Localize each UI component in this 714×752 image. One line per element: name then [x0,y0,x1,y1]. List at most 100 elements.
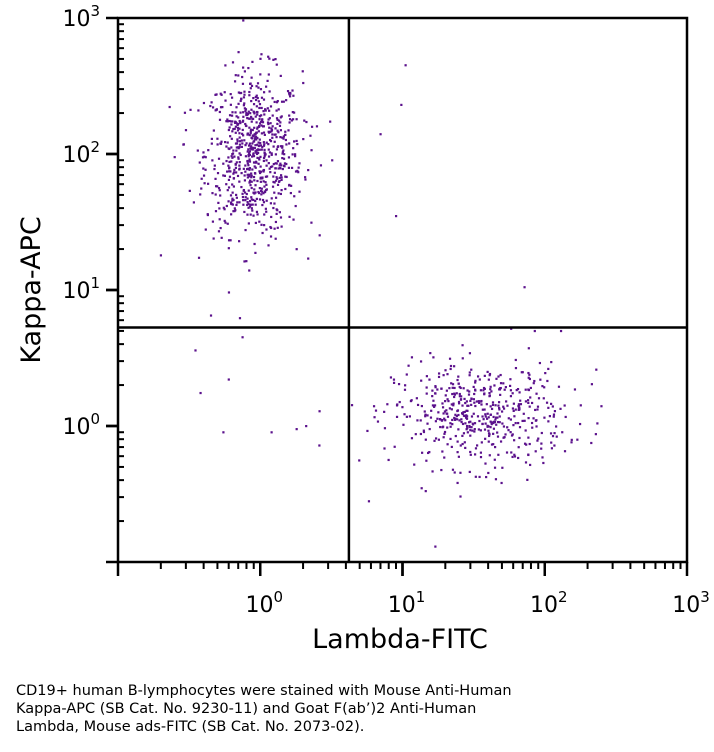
data-point [505,451,509,454]
data-point [293,140,296,143]
data-point [282,135,286,138]
data-point [268,90,271,93]
data-point [474,475,477,478]
data-point [252,140,255,143]
data-point [210,101,213,104]
data-point [550,360,553,364]
data-point [517,421,520,425]
data-point [227,178,231,181]
data-point [256,126,259,129]
data-point [240,171,243,175]
data-point [267,162,270,165]
data-point [513,415,516,418]
data-point [252,146,255,149]
data-point [532,382,535,385]
data-point [471,429,474,432]
data-point [579,404,582,407]
data-point [527,371,530,375]
data-point [483,387,486,391]
data-point [254,98,258,102]
data-point [451,383,455,386]
data-point [253,133,256,136]
data-point [473,428,476,431]
data-point [448,407,451,410]
data-point [530,421,534,425]
data-point [463,441,466,444]
data-point [489,426,492,429]
data-point [421,451,424,454]
data-point [453,395,456,399]
data-point [262,98,266,101]
data-point [405,415,408,418]
data-point [241,195,245,199]
data-point [489,405,492,408]
data-point [461,442,464,446]
data-point [387,458,390,462]
data-point [440,468,443,472]
data-point [272,162,275,166]
plot-frame [116,16,689,564]
data-point [280,189,283,192]
data-point [465,414,468,417]
data-point [533,329,536,333]
data-point [257,125,261,128]
data-point [367,500,371,503]
data-point [236,129,240,132]
data-point [244,122,247,126]
data-point [252,117,255,121]
data-point [543,386,546,389]
y-axis-label: Kappa-APC [16,216,47,363]
data-point [296,142,299,146]
data-point [267,148,270,151]
data-point [284,130,287,133]
data-point [250,120,253,123]
data-point [229,93,232,96]
data-point [264,181,267,184]
data-point [468,374,471,377]
data-point [294,155,297,158]
data-point [275,136,278,139]
data-point [275,148,279,151]
data-point [240,185,243,189]
data-point [442,436,445,439]
data-point [291,111,294,114]
data-point [487,378,490,381]
data-point [246,150,249,153]
data-point [386,403,389,406]
data-point [251,128,254,132]
data-point [227,164,230,167]
data-point [258,148,261,151]
data-point [263,148,266,152]
data-point [283,165,286,168]
data-point [254,166,257,169]
data-point [274,153,277,156]
data-point [243,90,246,93]
data-point [404,384,407,387]
data-point [517,403,520,406]
data-point [231,156,234,159]
data-point [484,462,487,465]
data-point [442,412,445,415]
data-point [468,371,471,374]
data-point [553,410,557,413]
data-point [217,201,220,204]
data-point [276,129,279,132]
data-point [527,399,530,402]
data-point [527,376,530,379]
data-point [216,185,219,188]
data-point [263,224,266,227]
data-point [452,404,455,407]
data-point [246,213,249,216]
data-point [256,127,259,130]
data-point [524,429,527,432]
data-point [318,234,321,237]
data-point [358,459,361,462]
data-point [218,218,221,221]
data-point [242,66,245,69]
data-point [282,157,286,160]
data-point [210,142,213,145]
data-point [456,440,459,443]
data-point [496,416,499,419]
data-point [275,212,278,215]
data-point [449,437,452,441]
